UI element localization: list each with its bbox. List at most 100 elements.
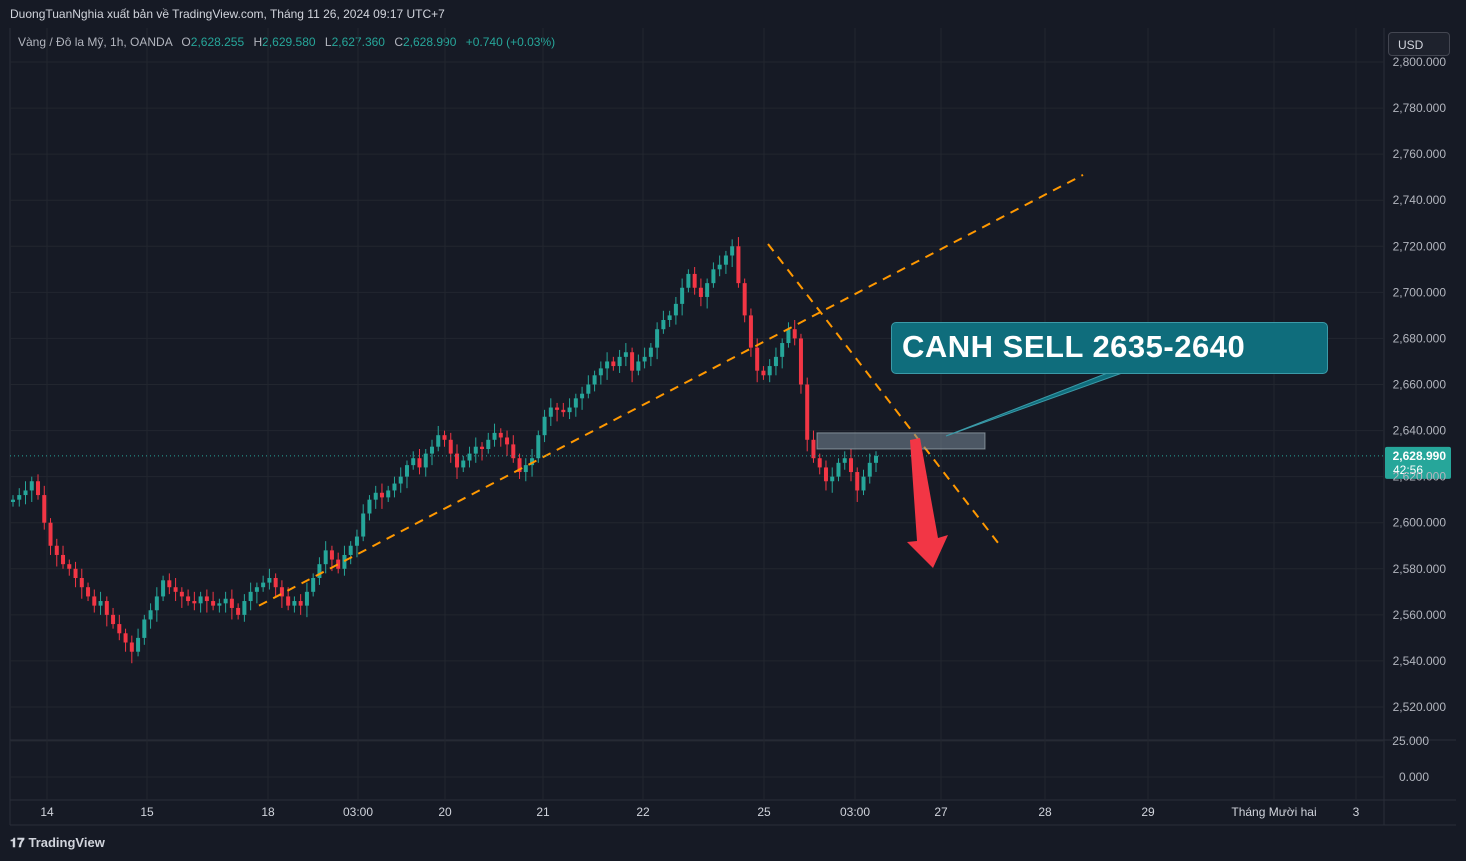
candle-body: [111, 614, 116, 625]
candle-body: [830, 476, 835, 482]
candle: [742, 278, 747, 323]
candle-body: [36, 481, 41, 496]
candle-body: [717, 264, 722, 270]
brand-label: TradingView: [28, 835, 105, 850]
candle: [817, 453, 822, 475]
low-label: L: [324, 35, 332, 49]
tradingview-logo-icon: 𝟏𝟕: [10, 835, 25, 850]
candle: [292, 596, 297, 613]
last-price-badge: [1385, 446, 1451, 479]
candle-body: [480, 446, 485, 449]
change-value: +0.740 (+0.03%): [465, 35, 556, 49]
candle: [548, 398, 553, 426]
candle: [436, 425, 441, 452]
candle: [686, 269, 691, 293]
sell-annotation[interactable]: CANH SELL 2635-2640: [891, 322, 1328, 374]
candle: [161, 575, 166, 602]
candle: [874, 451, 878, 473]
price-tick-label: 2,740.000: [1393, 193, 1447, 207]
candle-body: [661, 320, 666, 330]
candle-body: [836, 462, 841, 477]
tradingview-brand[interactable]: 𝟏𝟕 TradingView: [10, 835, 105, 851]
candle: [142, 614, 147, 645]
open-label: O: [181, 35, 191, 49]
candle-body: [755, 347, 760, 371]
price-tick-label: 2,620.000: [1393, 470, 1447, 484]
candle: [617, 349, 622, 373]
candle-body: [636, 361, 641, 371]
candle-body: [467, 453, 472, 461]
candle-body: [786, 329, 791, 344]
candle: [29, 476, 34, 502]
candle-body: [204, 596, 209, 602]
candle: [780, 338, 785, 369]
price-tick-label: 2,760.000: [1393, 147, 1447, 161]
candle-body: [505, 437, 510, 445]
currency-selector[interactable]: USD: [1388, 32, 1450, 56]
symbol-legend: Vàng / Đô la Mỹ, 1h, OANDA O2,628.255 H2…: [18, 35, 555, 49]
candle-body: [586, 384, 591, 394]
time-tick-label: 20: [438, 805, 452, 819]
candle-body: [142, 619, 147, 638]
price-tick-label: 2,560.000: [1393, 608, 1447, 622]
candle-body: [54, 545, 59, 555]
candle-body: [598, 368, 603, 376]
candle-body: [536, 435, 541, 459]
candle: [129, 635, 134, 664]
candle-body: [373, 492, 378, 500]
candle-body: [855, 472, 860, 491]
candle: [736, 237, 741, 288]
candle: [86, 582, 91, 602]
candle-body: [723, 255, 728, 265]
candle: [336, 552, 341, 574]
candle: [304, 582, 309, 618]
candle: [680, 278, 685, 316]
candle-body: [323, 550, 328, 565]
candle: [767, 359, 772, 383]
candle: [167, 573, 172, 595]
last-price-label: 2,628.990: [1393, 449, 1447, 463]
candle-body: [17, 495, 22, 500]
candle-body: [223, 598, 228, 604]
candle-body: [705, 283, 710, 297]
candle-body: [123, 633, 128, 643]
candle: [111, 607, 116, 629]
candle-body: [448, 439, 453, 454]
candle: [42, 485, 47, 530]
candle: [92, 589, 97, 613]
candle: [79, 568, 84, 599]
candle-body: [842, 458, 847, 463]
falling-trendline: [767, 243, 1003, 549]
candle: [511, 435, 516, 463]
candle-body: [311, 578, 316, 592]
candle-body: [530, 458, 535, 466]
candle: [598, 361, 603, 385]
candle: [379, 483, 384, 509]
candle-body: [186, 596, 191, 602]
price-tick-label: 2,520.000: [1393, 700, 1447, 714]
price-tick-label: 2,600.000: [1393, 516, 1447, 530]
candle: [561, 402, 566, 417]
candle: [861, 469, 866, 496]
high-label: H: [253, 35, 263, 49]
candle: [267, 568, 272, 590]
candle-body: [136, 637, 141, 652]
candle-body: [73, 568, 78, 578]
callout-pointer: [945, 371, 1126, 437]
candle: [848, 449, 853, 482]
candle-body: [667, 315, 672, 320]
candle-body: [630, 352, 635, 371]
candle-body: [698, 287, 703, 297]
candle-body: [817, 458, 822, 468]
candle-body: [129, 642, 134, 652]
candle: [655, 322, 660, 360]
candle-body: [98, 601, 103, 606]
price-tick-label: 2,800.000: [1393, 55, 1447, 69]
candle: [761, 366, 766, 380]
candle-body: [642, 356, 647, 362]
candle: [523, 458, 528, 482]
candle-body: [429, 446, 434, 454]
candle: [223, 591, 228, 613]
candle: [473, 437, 478, 463]
